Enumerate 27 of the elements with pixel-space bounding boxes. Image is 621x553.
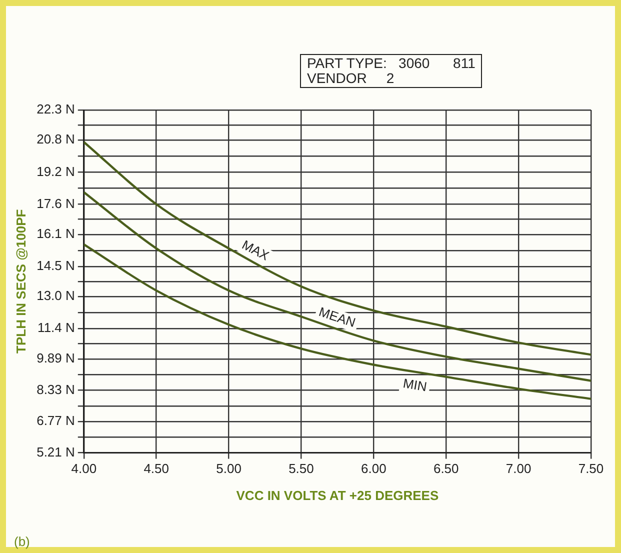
- y-tick-label: 16.1 N: [36, 226, 75, 241]
- y-tick-label: 11.4 N: [38, 320, 75, 336]
- y-axis-title: TPLH IN SECS @100PF: [13, 209, 28, 354]
- x-axis-title: VCC IN VOLTS AT +25 DEGREES: [236, 488, 439, 503]
- x-tick-label: 4.50: [144, 461, 169, 476]
- text: MIN: [402, 376, 428, 394]
- text: (b): [14, 534, 30, 549]
- x-tick-label: 6.50: [433, 461, 459, 476]
- x-tick-label: 5.50: [288, 461, 314, 476]
- y-tick-label: 5.21 N: [36, 444, 75, 460]
- y-tick-label: 8.33 N: [36, 382, 75, 397]
- x-tick-label: 5.00: [216, 461, 242, 476]
- x-tick-label: 4.00: [71, 461, 97, 476]
- y-tick-label: 9.89 N: [36, 350, 75, 366]
- x-tick-label: 6.00: [361, 461, 386, 476]
- text: MEAN: [317, 304, 358, 330]
- y-tick-label: 22.3 N: [36, 102, 75, 117]
- y-tick-label: 19.2 N: [36, 164, 75, 179]
- x-tick-label: 7.00: [506, 461, 532, 476]
- y-tick-label: 13.0 N: [36, 288, 75, 304]
- y-tick-label: 6.77 N: [36, 413, 75, 428]
- y-tick-label: 17.6 N: [36, 196, 75, 211]
- text: MAX: [240, 236, 272, 264]
- x-tick-label: 7.50: [578, 461, 604, 476]
- y-tick-label: 14.5 N: [36, 258, 75, 274]
- text: PART TYPE: 3060 811 VENDOR 2: [300, 54, 482, 88]
- y-tick-label: 20.8 N: [36, 132, 75, 147]
